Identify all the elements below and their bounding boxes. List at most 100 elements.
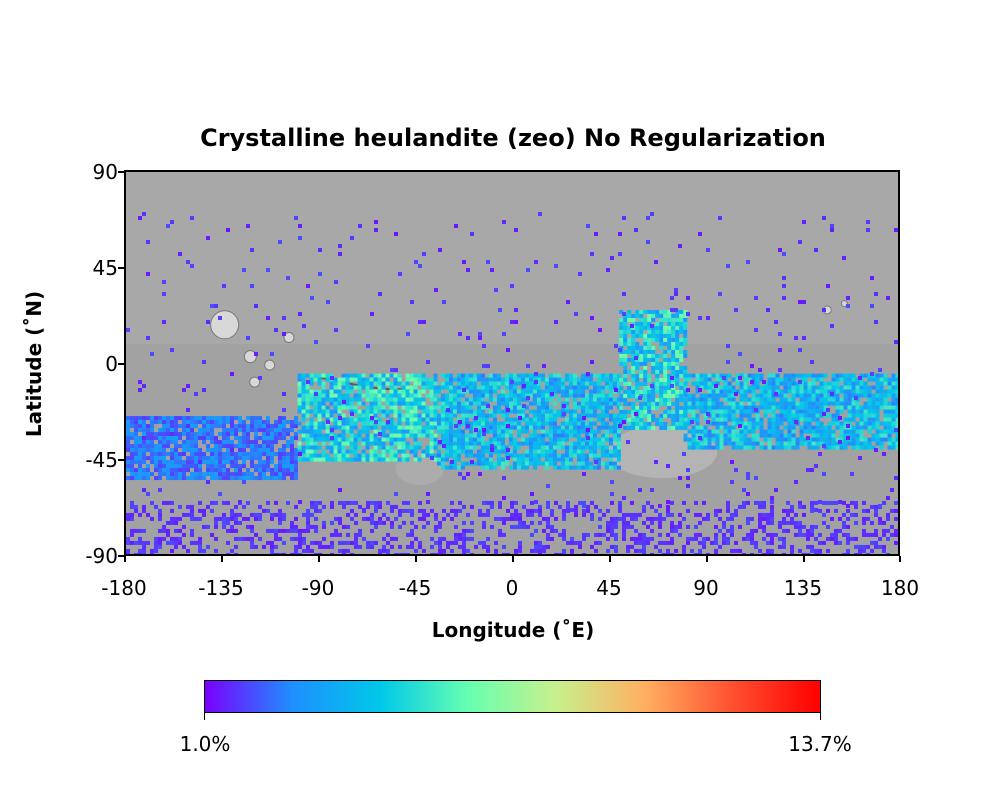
abundance-pixel xyxy=(851,409,856,414)
abundance-pixel xyxy=(466,548,470,553)
abundance-pixel xyxy=(341,441,346,446)
abundance-pixel xyxy=(846,536,850,541)
abundance-pixel xyxy=(516,413,521,418)
abundance-pixel xyxy=(879,381,884,386)
abundance-pixel xyxy=(401,429,406,434)
abundance-pixel xyxy=(622,516,626,521)
abundance-pixel xyxy=(274,420,278,425)
abundance-pixel xyxy=(588,425,593,430)
abundance-pixel xyxy=(466,268,470,272)
abundance-pixel xyxy=(814,508,818,512)
abundance-pixel xyxy=(512,377,517,382)
abundance-pixel xyxy=(398,524,402,529)
abundance-pixel xyxy=(322,520,326,525)
abundance-pixel xyxy=(658,504,662,508)
abundance-pixel xyxy=(634,356,638,360)
abundance-pixel xyxy=(516,405,521,410)
abundance-pixel xyxy=(811,385,816,390)
abundance-pixel xyxy=(719,437,724,442)
abundance-pixel xyxy=(305,437,310,442)
abundance-pixel xyxy=(846,552,850,554)
abundance-pixel xyxy=(604,385,609,390)
abundance-pixel xyxy=(596,385,601,390)
abundance-pixel xyxy=(532,465,537,470)
abundance-pixel xyxy=(452,457,457,462)
abundance-pixel xyxy=(226,428,230,433)
abundance-pixel xyxy=(290,436,294,441)
abundance-pixel xyxy=(310,504,314,509)
abundance-pixel xyxy=(891,397,896,402)
abundance-pixel xyxy=(839,421,844,426)
abundance-pixel xyxy=(687,429,692,434)
abundance-pixel xyxy=(222,524,226,529)
abundance-pixel xyxy=(759,385,764,390)
abundance-pixel xyxy=(822,520,826,525)
abundance-pixel xyxy=(762,500,766,505)
abundance-pixel xyxy=(222,464,226,469)
abundance-pixel xyxy=(222,468,226,473)
abundance-pixel xyxy=(594,460,598,464)
abundance-pixel xyxy=(506,424,510,428)
abundance-pixel xyxy=(635,421,640,426)
abundance-pixel xyxy=(417,413,422,418)
abundance-pixel xyxy=(691,413,696,418)
abundance-pixel xyxy=(635,425,640,430)
abundance-pixel xyxy=(604,449,609,454)
abundance-pixel xyxy=(540,437,545,442)
abundance-pixel xyxy=(727,381,732,386)
abundance-pixel xyxy=(568,389,573,394)
abundance-pixel xyxy=(246,424,250,429)
abundance-pixel xyxy=(810,532,814,537)
abundance-pixel xyxy=(486,548,490,553)
abundance-pixel xyxy=(623,337,628,342)
abundance-pixel xyxy=(815,401,820,406)
abundance-pixel xyxy=(534,508,538,513)
abundance-pixel xyxy=(612,385,617,390)
abundance-pixel xyxy=(361,385,366,390)
abundance-pixel xyxy=(635,309,640,314)
abundance-pixel xyxy=(476,385,481,390)
abundance-pixel xyxy=(707,401,712,406)
abundance-pixel xyxy=(150,352,154,356)
abundance-pixel xyxy=(230,476,234,481)
abundance-pixel xyxy=(627,357,632,362)
abundance-pixel xyxy=(298,544,302,549)
abundance-pixel xyxy=(631,361,636,366)
abundance-pixel xyxy=(325,373,330,378)
abundance-pixel xyxy=(536,421,541,426)
abundance-pixel xyxy=(162,416,166,421)
abundance-pixel xyxy=(596,389,601,394)
abundance-pixel xyxy=(795,389,800,394)
abundance-pixel xyxy=(771,373,776,378)
abundance-pixel xyxy=(554,500,558,505)
abundance-pixel xyxy=(823,437,828,442)
abundance-pixel xyxy=(811,413,816,418)
abundance-pixel xyxy=(623,357,628,362)
abundance-pixel xyxy=(659,337,664,342)
abundance-pixel xyxy=(787,373,792,378)
abundance-pixel xyxy=(305,441,310,446)
abundance-pixel xyxy=(842,520,846,525)
abundance-pixel xyxy=(867,397,872,402)
abundance-pixel xyxy=(560,457,565,462)
abundance-pixel xyxy=(871,377,876,382)
abundance-pixel xyxy=(782,276,786,280)
abundance-pixel xyxy=(174,432,178,437)
abundance-pixel xyxy=(166,436,170,441)
abundance-pixel xyxy=(166,468,170,473)
abundance-pixel xyxy=(492,465,497,470)
abundance-pixel xyxy=(568,377,573,382)
abundance-pixel xyxy=(807,445,812,450)
abundance-pixel xyxy=(552,445,557,450)
abundance-pixel xyxy=(254,516,258,521)
abundance-pixel xyxy=(715,433,720,438)
abundance-pixel xyxy=(727,389,732,394)
abundance-pixel xyxy=(390,504,394,509)
abundance-pixel xyxy=(170,428,174,433)
abundance-pixel xyxy=(759,401,764,406)
abundance-pixel xyxy=(623,409,628,414)
abundance-pixel xyxy=(751,425,756,430)
abundance-pixel xyxy=(306,520,310,525)
abundance-pixel xyxy=(254,444,258,449)
abundance-pixel xyxy=(711,409,716,414)
